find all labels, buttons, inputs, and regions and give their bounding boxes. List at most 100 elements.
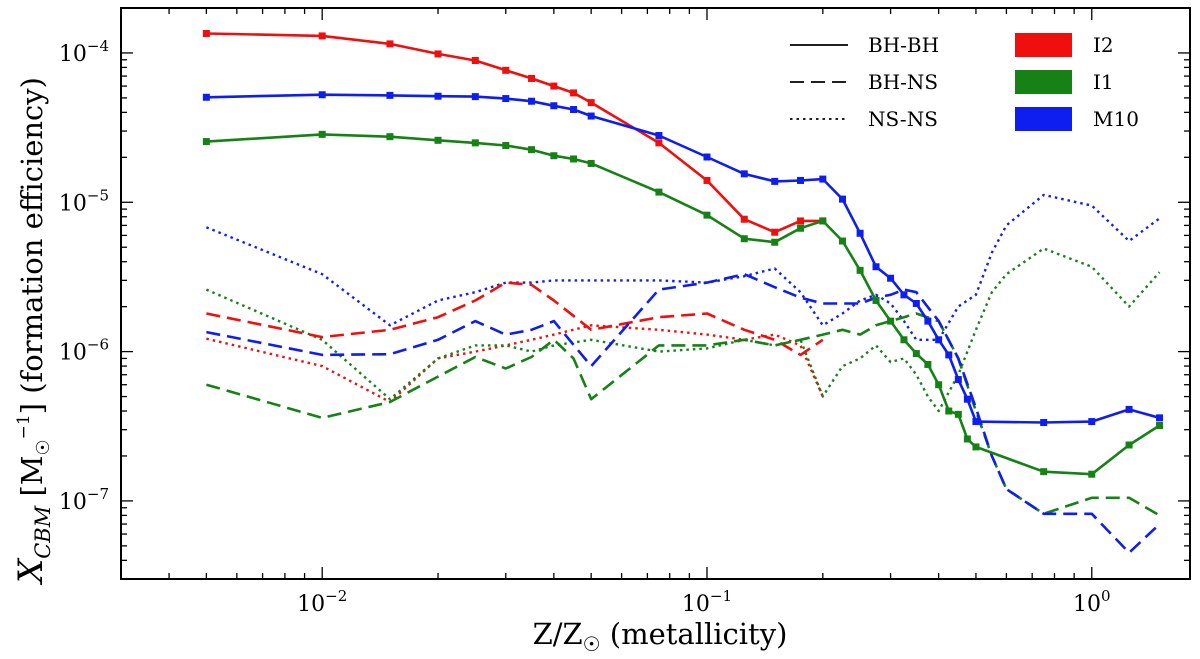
data-point [1156, 421, 1164, 429]
data-point [924, 360, 932, 368]
data-point [528, 97, 536, 105]
series-line [206, 32, 823, 234]
data-point [912, 350, 920, 358]
data-point [434, 136, 442, 144]
data-point [963, 395, 971, 403]
data-point [471, 139, 479, 147]
y-axis-title-unit-sup: −1 [14, 414, 34, 439]
data-point [318, 91, 326, 99]
tick-labels: 10−2 10−1 100 10−7 10−6 10−5 10−4 [59, 37, 1111, 617]
data-point [1088, 418, 1096, 426]
data-point [655, 188, 663, 196]
data-point [771, 228, 779, 236]
data-point [1040, 419, 1048, 427]
data-point [386, 133, 394, 141]
x-axis-title: Z/Z☉ (metallicity) [533, 617, 788, 656]
y-axis-title-sub: CBM [31, 505, 55, 559]
data-point [740, 235, 748, 243]
data-point [703, 211, 711, 219]
data-point [202, 29, 210, 37]
y-tick-label: 10−4 [59, 37, 109, 67]
data-point [550, 82, 558, 90]
data-point [318, 130, 326, 138]
series-layer [202, 29, 1164, 555]
data-point [887, 317, 895, 325]
data-point [954, 410, 962, 418]
series-i2-ns-ns [206, 324, 824, 404]
data-point [570, 106, 578, 114]
legend-label: BH-BH [868, 33, 939, 57]
data-point [1125, 441, 1133, 449]
data-point [550, 102, 558, 110]
data-point [797, 217, 805, 225]
data-point [655, 139, 663, 147]
data-point [872, 263, 880, 271]
series-i1-bh-ns [206, 312, 1161, 517]
y-tick-label: 10−5 [59, 186, 109, 216]
data-point [972, 418, 980, 426]
series-line [206, 272, 1161, 555]
data-point [819, 217, 827, 225]
data-point [856, 266, 864, 274]
data-point [797, 224, 805, 232]
series-line [206, 324, 824, 404]
legend-label: M10 [1093, 107, 1139, 131]
series-i2-bh-ns [206, 281, 824, 357]
data-point [528, 146, 536, 154]
data-point [954, 376, 962, 384]
data-point [856, 229, 864, 237]
data-point [935, 336, 943, 344]
series-i1-ns-ns [205, 247, 1161, 413]
data-point [935, 381, 943, 389]
data-point [587, 99, 595, 107]
legend-swatch-i1 [1015, 70, 1072, 94]
series-m10-bh-bh [202, 91, 1164, 427]
data-point [839, 195, 847, 203]
data-point [771, 238, 779, 246]
data-point [502, 66, 510, 74]
legend-swatch-i2 [1015, 33, 1072, 57]
data-point [1088, 470, 1096, 478]
data-point [386, 91, 394, 99]
series-line [205, 247, 1161, 413]
data-point [740, 215, 748, 223]
data-point [202, 138, 210, 146]
data-point [945, 351, 953, 359]
data-point [386, 40, 394, 48]
data-point [587, 159, 595, 167]
data-point [945, 407, 953, 415]
x-tick-label: 10−1 [682, 587, 732, 617]
y-axis-title: XCBM [M☉−1] (formation efficiency) [11, 77, 55, 586]
data-point [1040, 468, 1048, 476]
y-tick-label: 10−7 [59, 485, 109, 515]
legend: BH-BH BH-NS NS-NS I2 I1 M10 [790, 33, 1139, 131]
data-point [570, 155, 578, 163]
series-line [206, 93, 1160, 424]
series-m10-bh-ns [206, 272, 1161, 555]
y-axis-title-unit-sub: ☉ [33, 439, 54, 455]
legend-swatch-m10 [1015, 107, 1072, 131]
plot-frame [120, 7, 1191, 580]
series-line [206, 312, 1161, 517]
data-point [703, 176, 711, 184]
data-point [502, 142, 510, 150]
y-axis-title-unit-close: ] (formation efficiency) [15, 77, 49, 414]
data-point [528, 74, 536, 82]
data-point [924, 317, 932, 325]
data-point [550, 152, 558, 160]
data-point [819, 175, 827, 183]
y-axis-title-main: X [11, 557, 51, 586]
series-line [205, 193, 1161, 341]
data-point [318, 32, 326, 40]
legend-label: NS-NS [868, 107, 938, 131]
data-point [202, 93, 210, 101]
data-point [740, 170, 748, 178]
series-line [206, 133, 1161, 476]
legend-label: BH-NS [868, 70, 938, 94]
legend-label: I2 [1093, 33, 1114, 57]
data-point [972, 443, 980, 451]
data-point [839, 237, 847, 245]
series-line [206, 281, 824, 357]
data-point [900, 336, 908, 344]
